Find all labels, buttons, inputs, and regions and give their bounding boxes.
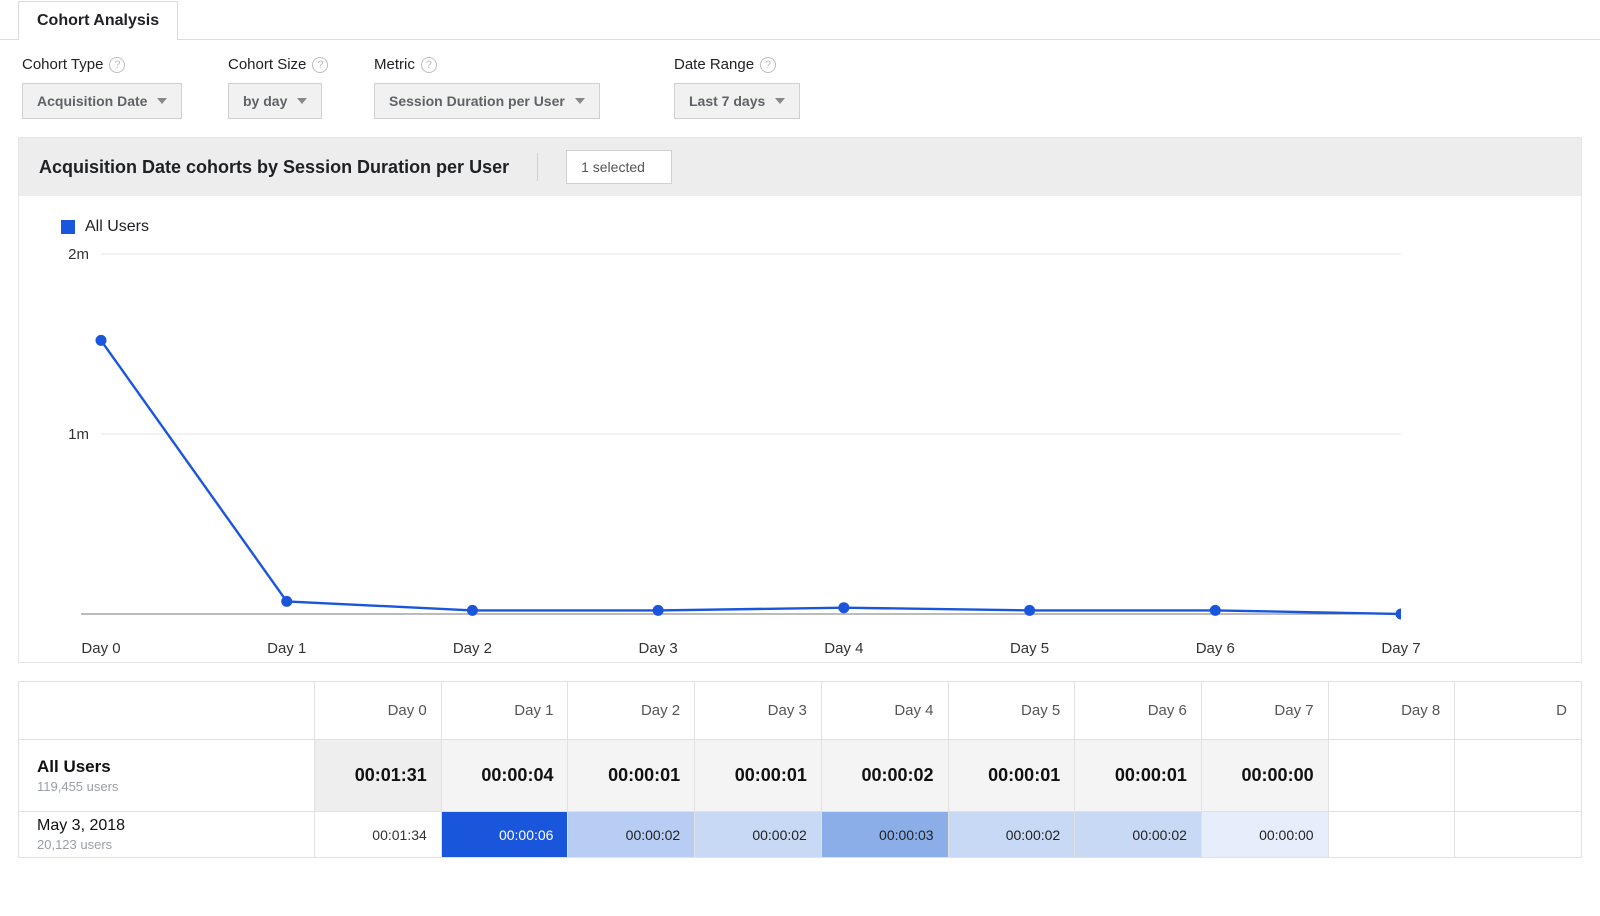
table-cell: 00:01:34 [315, 812, 442, 858]
row-title: May 3, 2018 [37, 817, 300, 835]
table-cell: 00:00:02 [568, 812, 695, 858]
row-header: All Users 119,455 users [19, 740, 315, 812]
column-header: Day 0 [315, 682, 442, 740]
x-tick-label: Day 3 [639, 640, 678, 657]
column-header: Day 7 [1201, 682, 1328, 740]
row-subtitle: 119,455 users [37, 779, 300, 794]
cohort-table: Day 0Day 1Day 2Day 3Day 4Day 5Day 6Day 7… [18, 681, 1582, 858]
column-header: Day 4 [821, 682, 948, 740]
table-cell [1328, 740, 1455, 812]
cohort-type-dropdown[interactable]: Acquisition Date [22, 83, 182, 119]
panel-title: Acquisition Date cohorts by Session Dura… [39, 157, 509, 178]
table-cell: 00:00:02 [948, 812, 1075, 858]
table-row: All Users119,455 users00:01:3100:00:0400… [19, 740, 1582, 812]
legend-label: All Users [85, 218, 149, 236]
column-header: Day 6 [1075, 682, 1202, 740]
x-tick-label: Day 1 [267, 640, 306, 657]
cohort-type-label: Cohort Type ? [22, 56, 202, 73]
row-header: May 3, 2018 20,123 users [19, 812, 315, 858]
table-cell: 00:00:06 [441, 812, 568, 858]
x-tick-label: Day 2 [453, 640, 492, 657]
table-cell [1455, 812, 1582, 858]
date-range-label: Date Range ? [674, 56, 824, 73]
help-icon[interactable]: ? [312, 57, 328, 73]
metric-label: Metric ? [374, 56, 624, 73]
panel-header: Acquisition Date cohorts by Session Dura… [19, 138, 1581, 196]
tab-bar: Cohort Analysis [0, 0, 1600, 40]
table-cell: 00:00:02 [821, 740, 948, 812]
help-icon[interactable]: ? [109, 57, 125, 73]
table-cell: 00:00:01 [695, 740, 822, 812]
column-header: Day 1 [441, 682, 568, 740]
table-cell: 00:00:02 [695, 812, 822, 858]
cohort-panel: Acquisition Date cohorts by Session Dura… [18, 137, 1582, 663]
chart-area: All Users 1m 2m Day 0 Day 1 Day 2 Day 3 Day 4… [19, 196, 1581, 662]
date-range-dropdown[interactable]: Last 7 days [674, 83, 800, 119]
cohort-size-label: Cohort Size ? [228, 56, 348, 73]
legend: All Users [61, 218, 1559, 236]
svg-text:1m: 1m [68, 426, 89, 443]
column-header: Day 2 [568, 682, 695, 740]
help-icon[interactable]: ? [421, 57, 437, 73]
table-cell: 00:00:01 [1075, 740, 1202, 812]
x-tick-label: Day 5 [1010, 640, 1049, 657]
chevron-down-icon [775, 98, 785, 104]
table-cell: 00:00:00 [1201, 740, 1328, 812]
table-cell: 00:01:31 [315, 740, 442, 812]
row-title: All Users [37, 757, 300, 777]
column-header: Day 8 [1328, 682, 1455, 740]
column-header: Day 5 [948, 682, 1075, 740]
table-cell: 00:00:02 [1075, 812, 1202, 858]
cohort-line-chart: 1m 2m [41, 244, 1401, 634]
table-cell [1455, 740, 1582, 812]
metric-dropdown[interactable]: Session Duration per User [374, 83, 600, 119]
divider [537, 153, 538, 181]
x-tick-label: Day 6 [1196, 640, 1235, 657]
table-cell: 00:00:01 [948, 740, 1075, 812]
table-cell: 00:00:00 [1201, 812, 1328, 858]
table-row: May 3, 201820,123 users00:01:3400:00:060… [19, 812, 1582, 858]
series-selector-dropdown[interactable]: 1 selected [566, 150, 672, 184]
column-header: Day 3 [695, 682, 822, 740]
tab-cohort-analysis[interactable]: Cohort Analysis [18, 1, 178, 40]
table-cell [1328, 812, 1455, 858]
chevron-down-icon [575, 98, 585, 104]
svg-text:2m: 2m [68, 246, 89, 263]
x-tick-label: Day 0 [81, 640, 120, 657]
chevron-down-icon [297, 98, 307, 104]
chevron-down-icon [157, 98, 167, 104]
controls-row: Cohort Type ? Acquisition Date Cohort Si… [0, 40, 1600, 137]
chart-x-labels: Day 0Day 1Day 2Day 3Day 4Day 5Day 6Day 7 [41, 640, 1401, 662]
column-header: D [1455, 682, 1582, 740]
table-cell: 00:00:03 [821, 812, 948, 858]
x-tick-label: Day 4 [824, 640, 863, 657]
table-cell: 00:00:04 [441, 740, 568, 812]
table-cell: 00:00:01 [568, 740, 695, 812]
cohort-size-dropdown[interactable]: by day [228, 83, 322, 119]
table-corner [19, 682, 315, 740]
row-subtitle: 20,123 users [37, 837, 300, 852]
x-tick-label: Day 7 [1381, 640, 1420, 657]
help-icon[interactable]: ? [760, 57, 776, 73]
legend-swatch [61, 220, 75, 234]
